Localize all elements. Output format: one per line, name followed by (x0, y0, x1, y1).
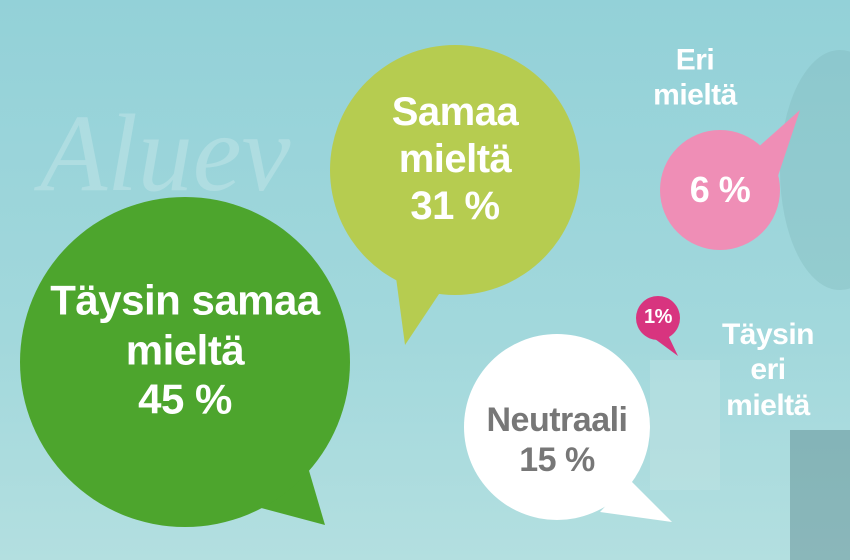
category-label: Eri mieltä (653, 43, 737, 112)
bubble-text: Neutraali 15 % (457, 400, 657, 480)
category-label: Täysin eri mieltä (721, 317, 815, 422)
category-label: Neutraali (486, 400, 629, 439)
bubble (464, 334, 650, 520)
value-label: 31 % (410, 184, 500, 229)
bubble (330, 45, 580, 295)
value-label: 6 % (689, 168, 751, 210)
bubble (636, 296, 680, 340)
bubble-text: 1% (644, 306, 672, 330)
bubble-text: 6 % (690, 169, 751, 211)
bubble (20, 197, 350, 527)
value-label: 1% (644, 306, 672, 329)
category-label: Samaa mieltä (391, 90, 519, 182)
value-label: 15 % (519, 441, 595, 479)
bubble (660, 130, 780, 250)
bubble-tail (655, 335, 678, 356)
background-decor: Aluev (33, 50, 850, 560)
category-label: Täysin samaa mieltä (50, 276, 320, 374)
value-label: 45 % (138, 375, 232, 423)
bubble-text: Samaa mieltä 31 % (355, 89, 555, 231)
bubble-text: Täysin samaa mieltä 45 % (35, 276, 335, 425)
bubble-tail (600, 480, 672, 522)
svg-text:Aluev: Aluev (33, 92, 291, 214)
